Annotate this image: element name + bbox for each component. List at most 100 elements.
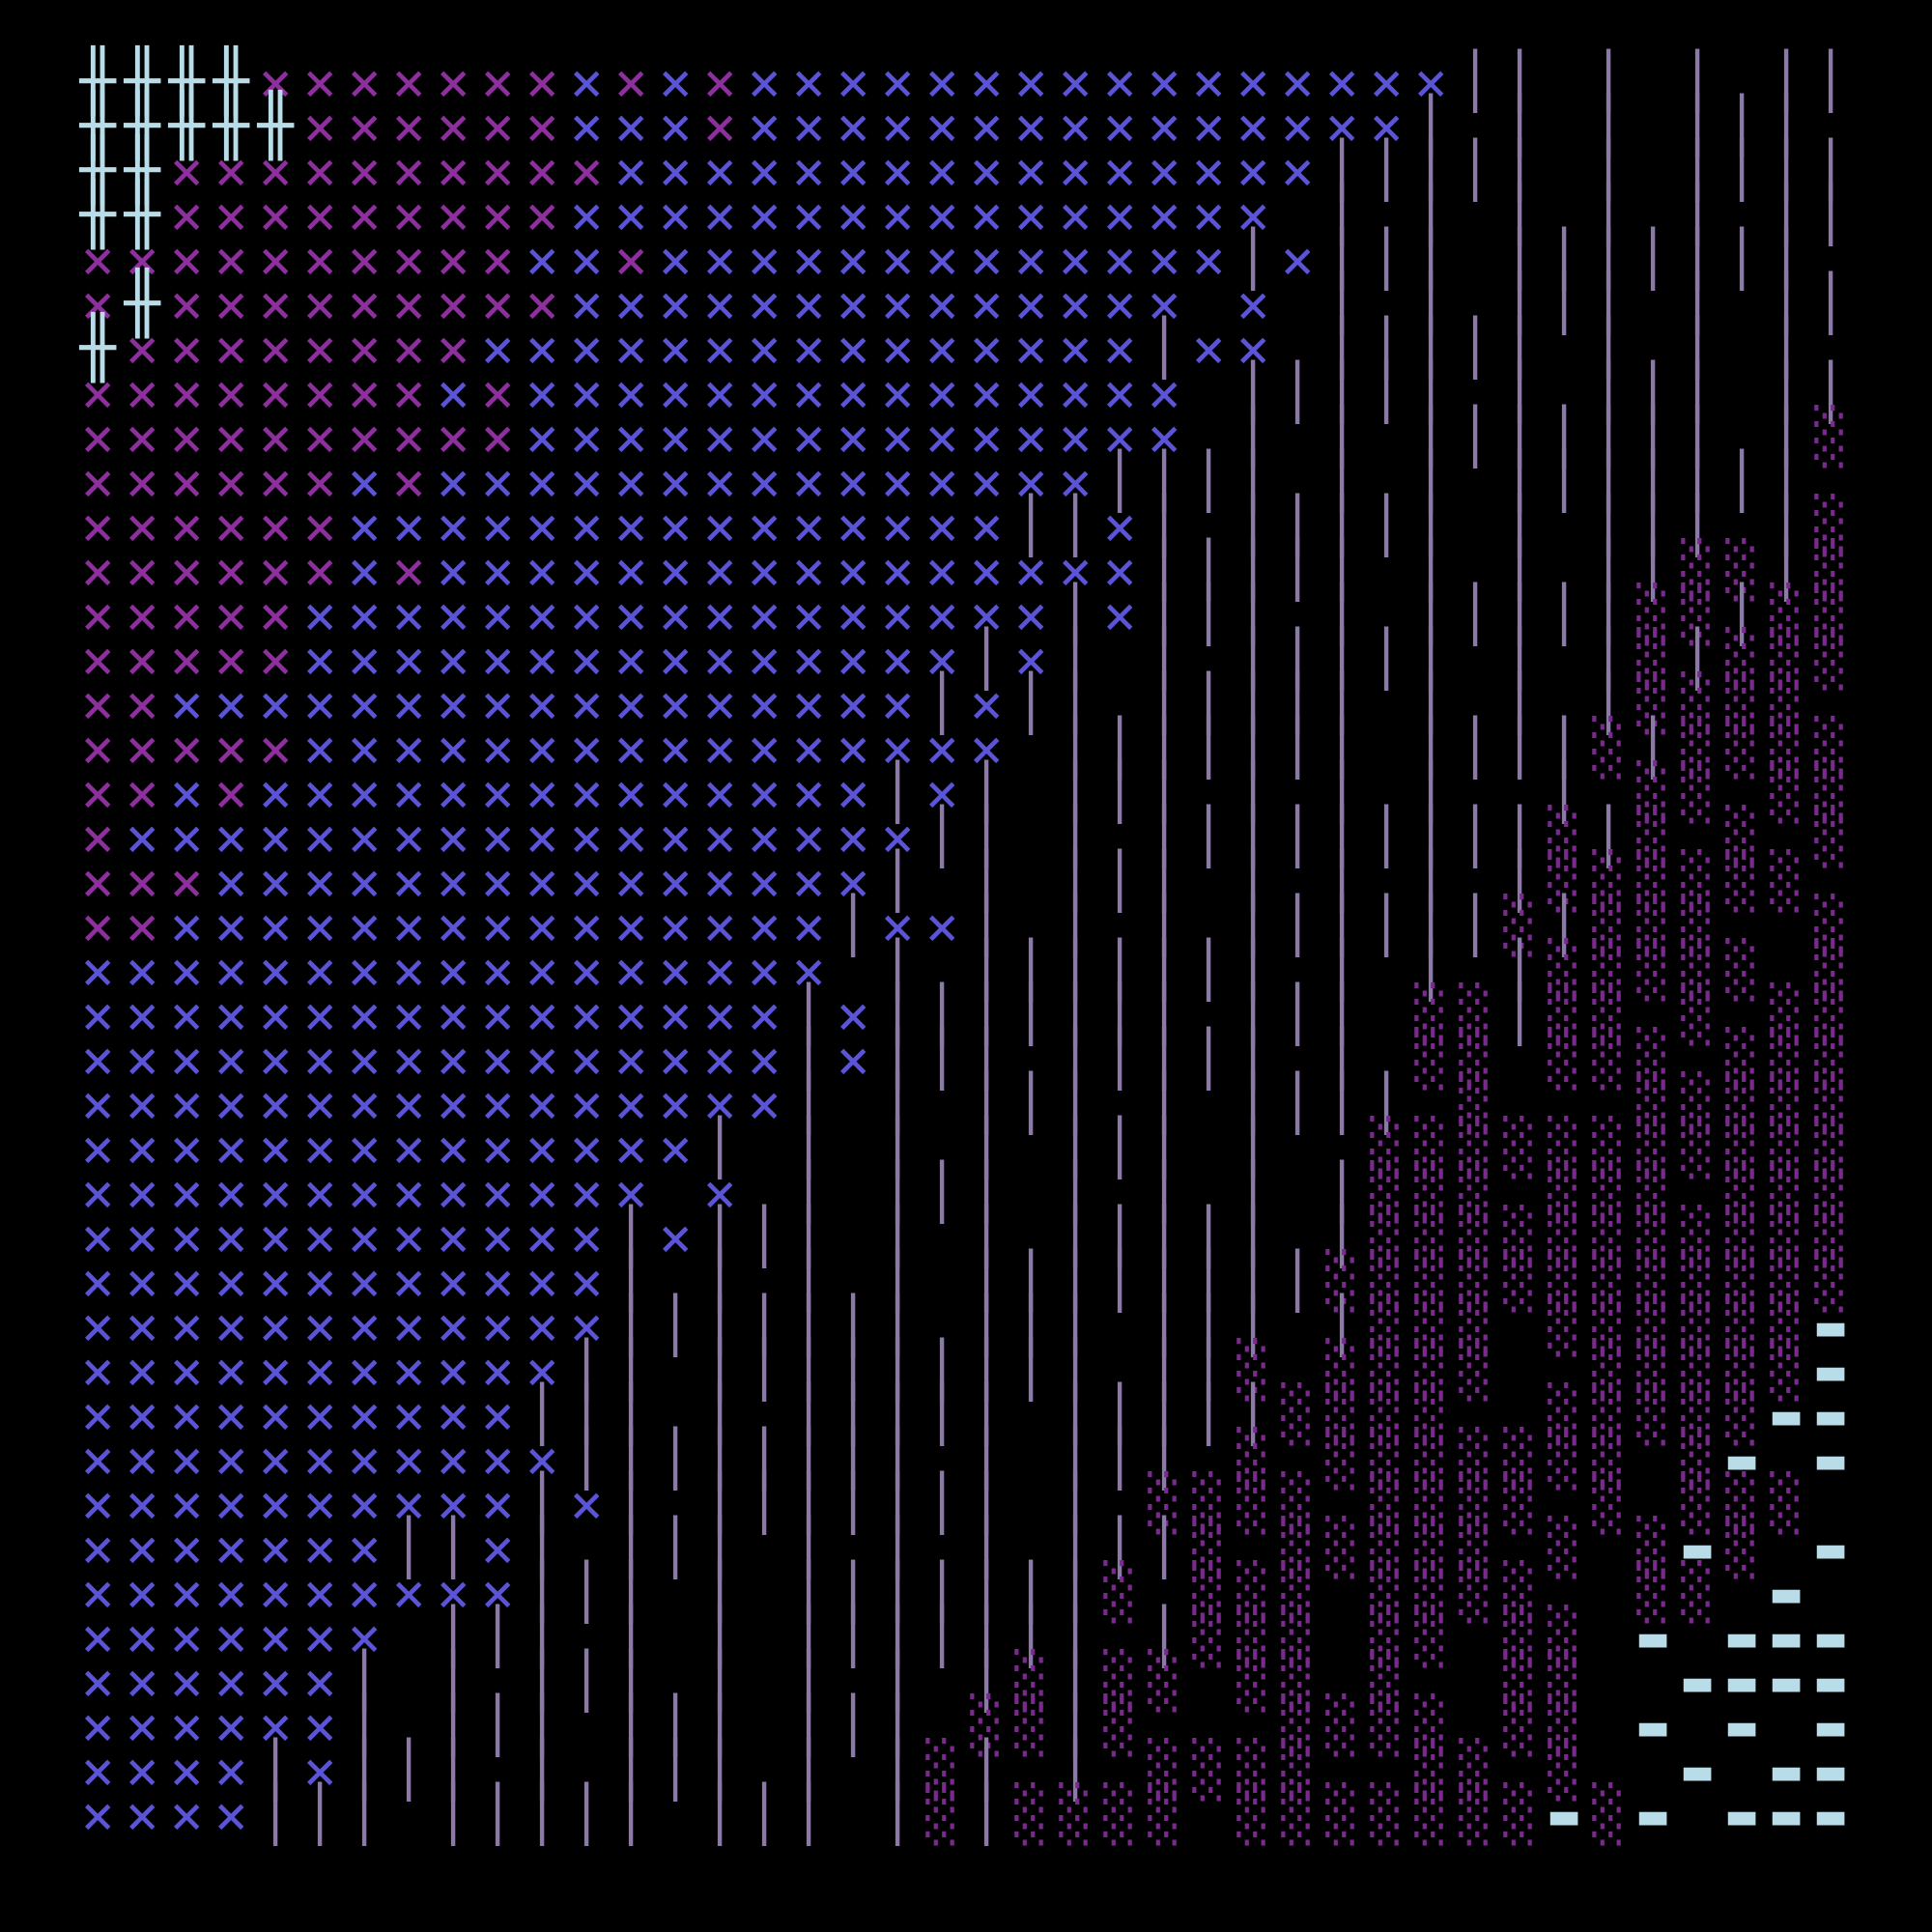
- light-shade-glyph: ░: [1770, 1294, 1803, 1357]
- light-shade-glyph: ░: [1236, 1605, 1269, 1668]
- light-shade-glyph: ░: [1503, 1206, 1536, 1268]
- vertical-bar-glyph: │: [1103, 1517, 1136, 1579]
- light-shade-glyph: ░: [1548, 806, 1580, 868]
- bowtie-dot-glyph: ⨯: [125, 1738, 159, 1804]
- bowtie-dot-glyph: ⨯: [658, 271, 693, 337]
- double-cross-glyph: ╫: [124, 134, 160, 205]
- light-shade-glyph: ░: [1770, 1117, 1803, 1179]
- light-shade-glyph: ░: [1681, 1294, 1714, 1357]
- blank-cell: [1453, 1615, 1497, 1660]
- bowtie-dot-glyph: ⨯: [525, 1160, 559, 1226]
- vertical-bar-glyph: │: [1414, 495, 1447, 557]
- light-shade-glyph: ░: [1548, 1383, 1580, 1446]
- bowtie-dot-glyph: ⨯: [169, 805, 204, 870]
- bowtie-dot-glyph: ⨯: [391, 849, 426, 915]
- vertical-bar-glyph: │: [970, 1783, 1003, 1846]
- bowtie-dot-glyph: ⨯: [747, 982, 781, 1048]
- vertical-bar-glyph: │: [1503, 272, 1536, 335]
- vertical-bar-glyph: │: [792, 1206, 825, 1268]
- vertical-bar-glyph: │: [837, 1472, 869, 1535]
- bowtie-dot-glyph: ⨯: [1147, 227, 1181, 293]
- blank-cell: [742, 1660, 786, 1704]
- bowtie-dot-glyph: ⨯: [1013, 405, 1048, 470]
- light-shade-glyph: ░: [1414, 1117, 1447, 1179]
- x-with-dots-glyph: ⨯: [480, 94, 515, 159]
- vertical-bar-glyph: │: [1459, 806, 1492, 868]
- blank-cell: [1186, 1126, 1231, 1171]
- x-with-dots-glyph: ⨯: [125, 716, 159, 781]
- vertical-bar-glyph: │: [703, 1339, 736, 1402]
- light-shade-glyph: ░: [1725, 1072, 1758, 1135]
- vertical-bar-glyph: │: [1192, 806, 1225, 868]
- light-shade-glyph: ░: [1192, 1472, 1225, 1535]
- bowtie-dot-glyph: ⨯: [436, 1293, 470, 1359]
- bowtie-dot-glyph: ⨯: [1280, 138, 1315, 204]
- vertical-bar-glyph: │: [1014, 939, 1047, 1002]
- vertical-bar-glyph: │: [1725, 228, 1758, 291]
- vertical-bar-glyph: │: [1059, 1294, 1092, 1357]
- bowtie-dot-glyph: ⨯: [391, 671, 426, 737]
- bowtie-dot-glyph: ⨯: [1058, 138, 1093, 204]
- bowtie-dot-glyph: ⨯: [258, 671, 293, 737]
- bowtie-dot-glyph: ⨯: [880, 805, 915, 870]
- x-with-dots-glyph: ⨯: [391, 538, 426, 604]
- bowtie-dot-glyph: ⨯: [436, 627, 470, 693]
- blank-cell: [1320, 1571, 1364, 1615]
- bowtie-dot-glyph: ⨯: [347, 1160, 382, 1226]
- bowtie-dot-glyph: ⨯: [969, 538, 1004, 604]
- vertical-bar-glyph: │: [526, 1472, 558, 1535]
- bowtie-dot-glyph: ⨯: [1147, 49, 1181, 115]
- vertical-bar-glyph: │: [1548, 761, 1580, 824]
- x-with-dots-glyph: ⨯: [569, 138, 604, 204]
- bowtie-dot-glyph: ⨯: [1013, 627, 1048, 693]
- vertical-bar-glyph: │: [970, 983, 1003, 1046]
- vertical-bar-glyph: │: [1459, 50, 1492, 113]
- vertical-bar-glyph: │: [881, 939, 914, 1002]
- bowtie-dot-glyph: ⨯: [569, 671, 604, 737]
- vertical-bar-glyph: │: [1681, 317, 1714, 380]
- vertical-bar-glyph: │: [1236, 361, 1269, 424]
- bowtie-dot-glyph: ⨯: [80, 1471, 115, 1537]
- bowtie-dot-glyph: ⨯: [747, 94, 781, 159]
- x-with-dots-glyph: ⨯: [480, 405, 515, 470]
- light-shade-glyph: ░: [925, 1739, 958, 1802]
- bowtie-dot-glyph: ⨯: [391, 982, 426, 1048]
- bowtie-dot-glyph: ⨯: [569, 938, 604, 1004]
- light-shade-glyph: ░: [1548, 1250, 1580, 1313]
- vertical-bar-glyph: │: [792, 1650, 825, 1713]
- vertical-bar-glyph: │: [1236, 1117, 1269, 1179]
- bowtie-dot-glyph: ⨯: [436, 538, 470, 604]
- bowtie-dot-glyph: ⨯: [1236, 94, 1270, 159]
- bowtie-dot-glyph: ⨯: [747, 183, 781, 248]
- x-with-dots-glyph: ⨯: [80, 805, 115, 870]
- bowtie-dot-glyph: ⨯: [613, 1116, 648, 1181]
- bowtie-dot-glyph: ⨯: [347, 671, 382, 737]
- bowtie-dot-glyph: ⨯: [613, 405, 648, 470]
- x-with-dots-glyph: ⨯: [80, 538, 115, 604]
- vertical-bar-glyph: │: [970, 1250, 1003, 1313]
- bowtie-dot-glyph: ⨯: [213, 1071, 248, 1137]
- light-shade-glyph: ░: [1414, 1294, 1447, 1357]
- light-shade-glyph: ░: [1414, 1561, 1447, 1624]
- bowtie-dot-glyph: ⨯: [1147, 405, 1181, 470]
- bowtie-dot-glyph: ⨯: [747, 138, 781, 204]
- bowtie-dot-glyph: ⨯: [613, 1071, 648, 1137]
- bowtie-dot-glyph: ⨯: [258, 1471, 293, 1537]
- bowtie-dot-glyph: ⨯: [302, 1605, 337, 1670]
- vertical-bar-glyph: │: [1236, 761, 1269, 824]
- light-shade-glyph: ░: [1370, 1783, 1403, 1846]
- vertical-bar-glyph: │: [1325, 406, 1358, 469]
- blank-cell: [1764, 904, 1808, 949]
- x-with-dots-glyph: ⨯: [125, 760, 159, 826]
- vertical-bar-glyph: │: [1148, 1428, 1180, 1491]
- x-with-dots-glyph: ⨯: [213, 227, 248, 293]
- double-cross-glyph: ╫: [79, 179, 116, 249]
- bowtie-dot-glyph: ⨯: [747, 849, 781, 915]
- vertical-bar-glyph: │: [881, 1028, 914, 1091]
- x-with-dots-glyph: ⨯: [480, 49, 515, 115]
- vertical-bar-glyph: │: [1148, 939, 1180, 1002]
- double-cross-glyph: ╫: [168, 45, 205, 116]
- light-shade-glyph: ░: [1681, 983, 1714, 1046]
- light-shade-glyph: ░: [1459, 1294, 1492, 1357]
- vertical-bar-glyph: │: [437, 1783, 469, 1846]
